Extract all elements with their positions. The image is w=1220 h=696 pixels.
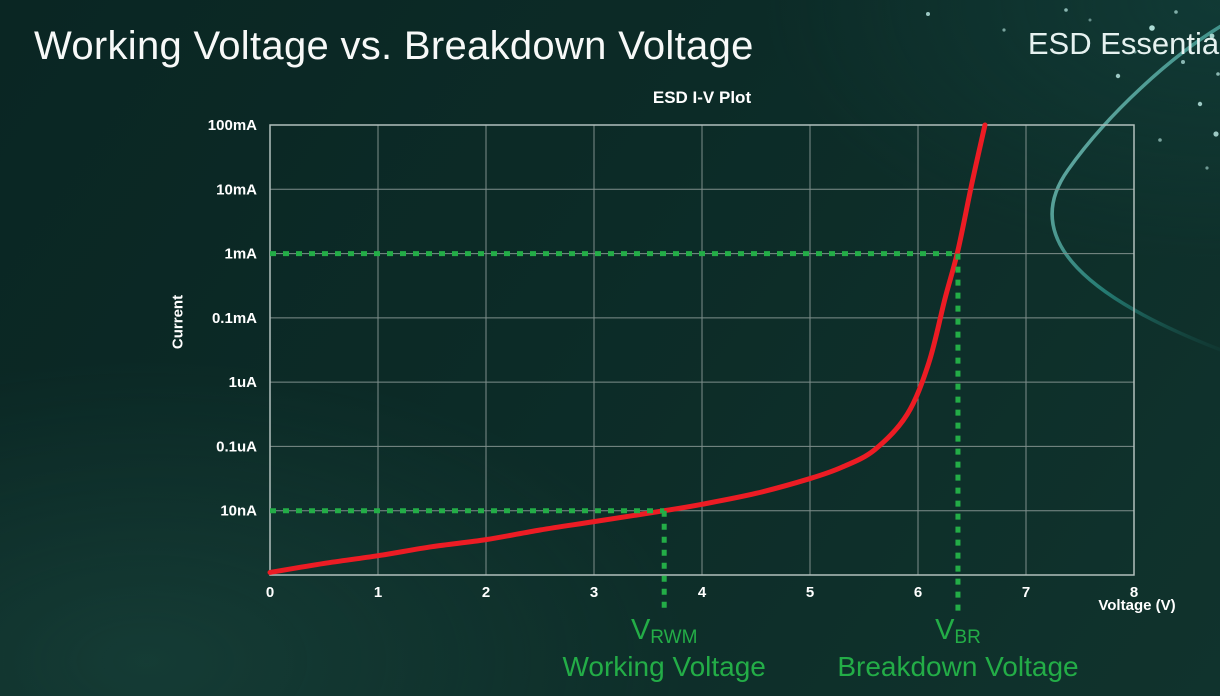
y-tick-label: 10nA — [220, 503, 257, 520]
x-tick-label: 5 — [806, 584, 814, 601]
x-tick-label: 8 — [1130, 584, 1138, 601]
y-tick-label: 100mA — [208, 117, 257, 134]
chart-title: ESD I-V Plot — [652, 88, 752, 107]
x-axis-title: Voltage (V) — [1098, 597, 1176, 614]
x-tick-label: 3 — [590, 584, 598, 601]
vrwm-symbol: VRWM — [630, 614, 698, 649]
y-tick-label: 1uA — [229, 374, 258, 391]
breakdown-voltage-label: Breakdown Voltage — [837, 651, 1079, 683]
plot-frame — [269, 124, 1135, 576]
y-tick-label: 0.1uA — [216, 438, 257, 455]
vbr-symbol: VBR — [935, 614, 981, 649]
iv-curve — [267, 122, 988, 575]
x-tick-label: 6 — [914, 584, 922, 601]
vbr-annotation: VBR Breakdown Voltage — [837, 615, 1078, 682]
x-tick-label: 4 — [698, 584, 707, 601]
working-voltage-label: Working Voltage — [562, 651, 766, 683]
vrwm-guide-line — [270, 508, 667, 613]
grid-lines — [269, 124, 1135, 576]
y-tick-label: 0.1mA — [212, 310, 257, 327]
vrwm-annotation: VRWM Working Voltage — [562, 615, 765, 682]
page-title: Working Voltage vs. Breakdown Voltage — [34, 24, 754, 68]
vbr-guide-line — [270, 251, 961, 613]
x-tick-label: 2 — [482, 584, 490, 601]
y-tick-label: 10mA — [216, 181, 257, 198]
y-tick-label: 1mA — [224, 246, 257, 263]
x-tick-label: 1 — [374, 584, 382, 601]
x-tick-label: 7 — [1022, 584, 1030, 601]
brand-text: ESD Essential — [1027, 26, 1220, 61]
x-tick-label: 0 — [266, 584, 274, 601]
